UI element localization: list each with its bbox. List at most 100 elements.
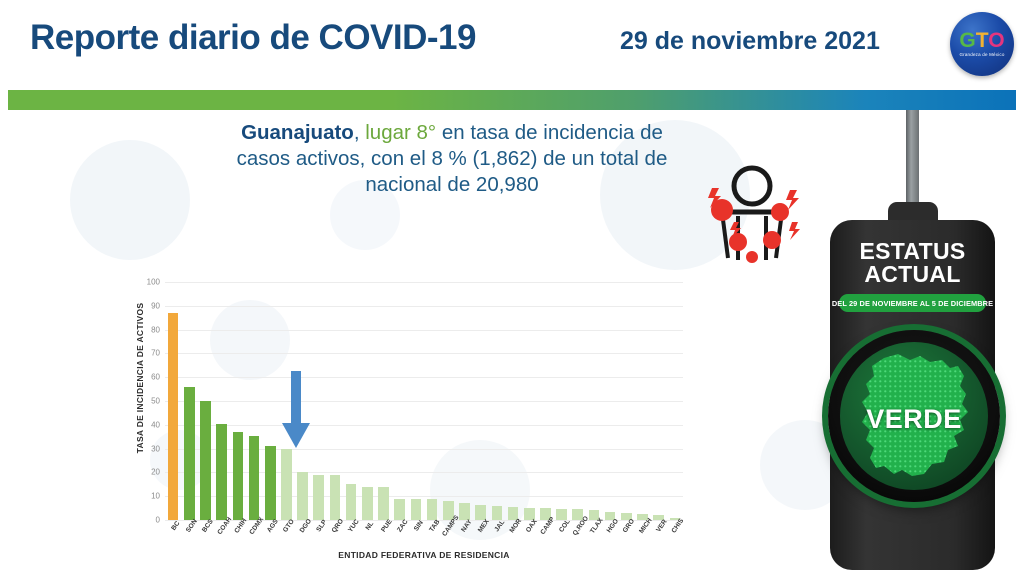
- chart-bar: [167, 312, 179, 520]
- watermark-blob: [70, 140, 190, 260]
- traffic-light-title: ESTATUS ACTUAL: [830, 240, 995, 286]
- gridline: 10: [151, 492, 683, 501]
- bar-slot: [586, 282, 602, 520]
- chart-bar: [572, 509, 584, 520]
- bar-slot: [392, 282, 408, 520]
- y-axis-tick: 0: [155, 515, 160, 525]
- bar-slot: [343, 282, 359, 520]
- gridline: 90: [151, 301, 683, 310]
- gto-logo: GTO Grandeza de México: [950, 12, 1014, 76]
- bar-slot: [554, 282, 570, 520]
- traffic-light-body: ESTATUS ACTUAL DEL 29 DE NOVIEMBRE AL 5 …: [828, 220, 1000, 570]
- gridline: 0: [156, 516, 683, 525]
- y-axis-tick: 80: [151, 325, 160, 335]
- bar-slot: [618, 282, 634, 520]
- bar-slot: [295, 282, 311, 520]
- chart-bar: [637, 514, 648, 520]
- status-badge: VERDE: [866, 404, 962, 434]
- headline-text: Guanajuato, lugar 8° en tasa de incidenc…: [222, 120, 682, 198]
- bar-slot: [489, 282, 505, 520]
- chart-bar: [653, 515, 665, 520]
- bar-slot: [327, 282, 343, 520]
- bar-slot: [278, 282, 294, 520]
- gradient-divider: [8, 90, 1016, 110]
- bar-slot: [230, 282, 246, 520]
- gridline: 40: [151, 420, 683, 429]
- incidence-bar-chart: TASA DE INCIDENCIA DE ACTIVOS 100 90 80 70 6…: [125, 278, 685, 568]
- chart-plot-area: 100 90 80 70 60 50 40 30 20 10 0: [147, 278, 683, 525]
- bar-slot: [440, 282, 456, 520]
- gridline: 70: [151, 349, 683, 358]
- chart-bars: [165, 282, 683, 520]
- y-axis-tick: 10: [151, 491, 160, 501]
- header-bar: Reporte diario de COVID-19 29 de noviemb…: [0, 0, 1024, 88]
- bar-slot: [667, 282, 683, 520]
- bar-slot: [424, 282, 440, 520]
- y-axis-tick: 100: [146, 277, 160, 287]
- bar-slot: [456, 282, 472, 520]
- chart-bar: [232, 431, 244, 520]
- chart-bar: [281, 448, 292, 520]
- bar-slot: [214, 282, 230, 520]
- chart-bar: [394, 498, 406, 520]
- gto-highlight-arrow-icon: [282, 371, 310, 448]
- y-axis-tick: 30: [151, 444, 160, 454]
- traffic-light-panel: ESTATUS ACTUAL DEL 29 DE NOVIEMBRE AL 5 …: [810, 110, 1010, 570]
- chart-bar: [297, 472, 308, 520]
- chart-bar: [426, 498, 438, 520]
- gto-logo-letter-o: O: [988, 29, 1005, 52]
- y-axis-title: TASA DE INCIDENCIA DE ACTIVOS: [135, 302, 145, 454]
- headline-rank: lugar 8°: [365, 121, 437, 144]
- chart-bar: [313, 474, 325, 520]
- y-axis-tick: 20: [151, 467, 160, 477]
- bar-slot: [165, 282, 181, 520]
- bar-slot: [473, 282, 489, 520]
- chart-bar: [345, 484, 357, 520]
- gridline: 80: [151, 325, 683, 334]
- chart-bar: [329, 474, 341, 520]
- bar-slot: [537, 282, 553, 520]
- gto-logo-letters: GTO: [950, 30, 1014, 51]
- bar-slot: [505, 282, 521, 520]
- chart-bar: [491, 505, 503, 520]
- y-axis-tick: 90: [151, 301, 160, 311]
- bar-slot: [197, 282, 213, 520]
- x-axis-tick-label: NL: [364, 520, 376, 532]
- chart-bar: [200, 401, 211, 520]
- traffic-light-period-badge: DEL 29 DE NOVIEMBRE AL 5 DE DICIEMBRE: [832, 294, 993, 312]
- x-axis-tick-label: BC: [170, 520, 182, 532]
- chart-bar: [556, 509, 567, 520]
- headline-state: Guanajuato: [241, 121, 354, 144]
- traffic-light-lamp: VERDE: [828, 330, 1000, 502]
- traffic-light-title-line2: ACTUAL: [864, 261, 961, 287]
- chart-bar: [183, 386, 195, 520]
- report-date: 29 de noviembre 2021: [620, 27, 880, 55]
- gridline: 100: [147, 278, 683, 287]
- chart-bar: [378, 486, 389, 520]
- bar-slot: [408, 282, 424, 520]
- bar-slot: [375, 282, 391, 520]
- bar-slot: [634, 282, 650, 520]
- y-axis-tick: 40: [151, 420, 160, 430]
- traffic-light-lamp-inner: VERDE: [840, 342, 988, 490]
- sick-person-icon: [708, 165, 800, 263]
- bar-slot: [570, 282, 586, 520]
- x-axis-tick-label: SIN: [412, 519, 425, 533]
- x-axis-title: ENTIDAD FEDERATIVA DE RESIDENCIA: [338, 550, 510, 560]
- bar-slot: [181, 282, 197, 520]
- bar-slot: [262, 282, 278, 520]
- chart-bar: [248, 435, 260, 520]
- gto-logo-letter-t: T: [975, 29, 989, 52]
- gridline: 60: [151, 373, 683, 382]
- gridline: 50: [151, 397, 683, 406]
- gto-logo-letter-g: G: [959, 29, 976, 52]
- headline-comma: ,: [353, 121, 366, 144]
- bar-slot: [651, 282, 667, 520]
- traffic-light-title-line1: ESTATUS: [859, 238, 966, 264]
- y-axis-tick: 50: [151, 396, 160, 406]
- bar-slot: [359, 282, 375, 520]
- chart-bar: [264, 446, 276, 520]
- gto-logo-tagline: Grandeza de México: [959, 52, 1005, 57]
- chart-bar: [621, 512, 632, 520]
